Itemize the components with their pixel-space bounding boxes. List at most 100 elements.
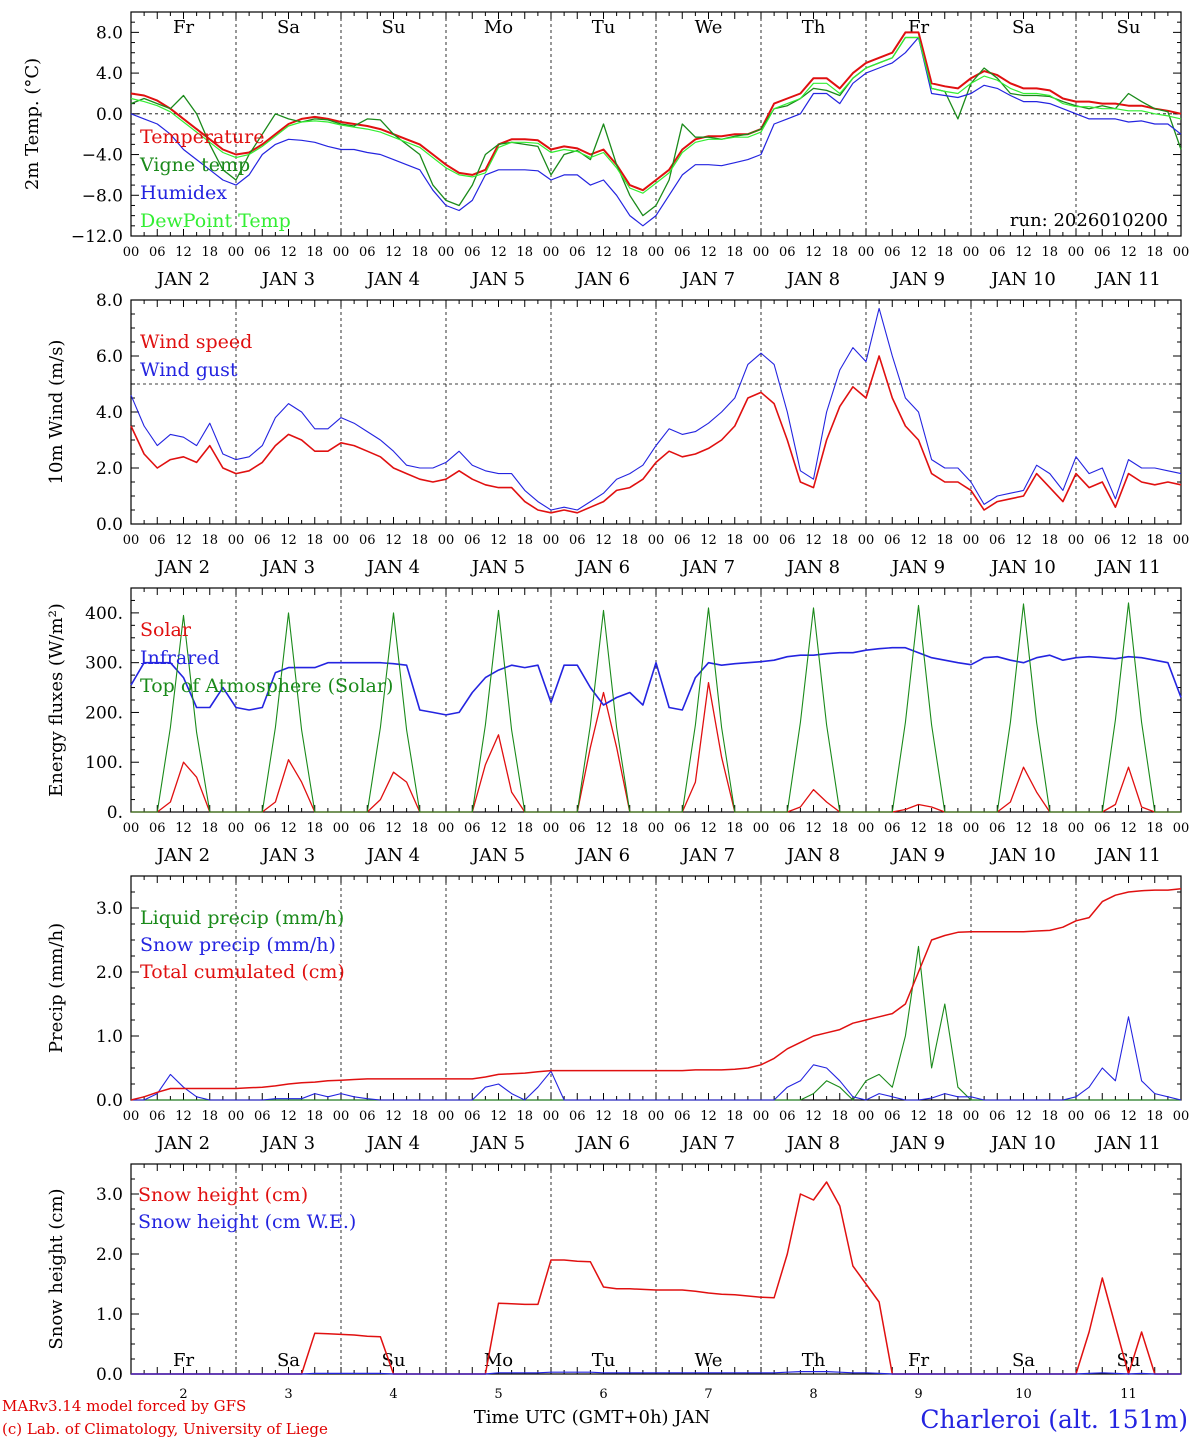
hour-label: 18 [726,245,743,260]
hour-label: 00 [1068,533,1085,548]
hour-label: 00 [753,821,770,836]
hour-label: 00 [1068,821,1085,836]
series-line-snow-precip-mm-h- [131,1016,1182,1101]
time-axis-title: Time UTC (GMT+0h) JAN [474,1407,711,1428]
hour-label: 00 [438,533,455,548]
panel-wind: 0.0 2.0 4.0 6.0 8.0 10m Wind (m/s) 00 06 12 18 00 0… [46,291,1189,578]
date-label: JAN 10 [989,557,1056,578]
hour-label: 18 [1041,533,1058,548]
hour-label: 12 [700,821,717,836]
hour-label: 00 [333,245,350,260]
hour-label: 18 [936,1109,953,1124]
date-label: JAN 2 [155,269,210,290]
bottom-date-label: 10 [1015,1387,1032,1402]
date-label: JAN 6 [575,1133,630,1154]
series-line-dewpoint-temp [130,36,1182,194]
legend-entry: Top of Atmosphere (Solar) [140,675,393,697]
hour-label: 12 [490,245,507,260]
hour-label: 06 [1094,533,1111,548]
hour-label: 12 [910,821,927,836]
hour-label: 18 [621,533,638,548]
y-axis-title: Snow height (cm) [46,1188,67,1349]
hour-label: 12 [280,533,297,548]
hour-label: 00 [543,245,560,260]
legend-entry: Snow precip (mm/h) [140,934,336,956]
y-axis-title: 2m Temp. (°C) [22,58,43,190]
hour-label: 06 [884,533,901,548]
legend-entry: Total cumulated (cm) [140,961,345,983]
hour-label: 12 [385,821,402,836]
date-label: JAN 10 [989,845,1056,866]
hour-label: 12 [175,1109,192,1124]
hour-label: 12 [1120,821,1137,836]
hour-label: 06 [674,1109,691,1124]
hour-label: 18 [936,245,953,260]
date-label: JAN 9 [890,557,945,578]
hour-label: 00 [753,1109,770,1124]
hour-label: 00 [333,821,350,836]
hour-label: 18 [936,533,953,548]
weekday-label: Tu [592,1350,616,1371]
hour-label: 12 [1120,533,1137,548]
footer: MARv3.14 model forced by GFS (c) Lab. of… [2,1397,1188,1438]
y-tick-label: 3.0 [96,1185,123,1205]
hour-label: 18 [411,245,428,260]
hour-label: 12 [490,821,507,836]
hour-label: 06 [254,821,271,836]
hour-label: 18 [201,1109,218,1124]
hour-label: 06 [254,1109,271,1124]
bottom-date-label: 2 [179,1387,187,1402]
hour-label: 00 [228,245,245,260]
hour-label: 18 [726,533,743,548]
date-label: JAN 9 [890,1133,945,1154]
weekday-label: Mo [484,1350,513,1371]
hour-label: 00 [123,821,140,836]
hour-label: 18 [306,245,323,260]
series-line-vigne-temp [130,36,1182,217]
hour-label: 00 [228,533,245,548]
hour-label: 18 [516,245,533,260]
hour-label: 12 [700,245,717,260]
hour-label: 18 [1146,533,1163,548]
hour-label: 12 [910,1109,927,1124]
hour-label: 18 [201,245,218,260]
hour-label: 18 [831,1109,848,1124]
legend-entry: Wind speed [140,331,252,353]
date-label: JAN 4 [365,845,420,866]
date-label: JAN 8 [785,557,840,578]
hour-label: 06 [989,821,1006,836]
hour-label: 06 [464,821,481,836]
y-tick-label: −8.0 [82,186,123,206]
credit-line-1: MARv3.14 model forced by GFS [2,1397,246,1415]
hour-label: 00 [333,533,350,548]
date-label: JAN 5 [470,269,525,290]
date-label: JAN 6 [575,557,630,578]
weekday-label: Su [382,1350,406,1371]
bottom-date-label: 4 [389,1387,397,1402]
y-tick-label: 0.0 [96,515,123,535]
hour-label: 06 [254,533,271,548]
hour-label: 06 [1094,1109,1111,1124]
hour-label: 12 [490,533,507,548]
weekday-label: Th [802,17,826,38]
hour-label: 00 [648,245,665,260]
hour-label: 18 [831,245,848,260]
panel-snow: 0.0 1.0 2.0 3.0 Snow height (cm) 2 3 4 5 6 7 8 9 10 11… [46,1163,1182,1402]
hour-label: 18 [621,821,638,836]
hour-label: 12 [805,821,822,836]
hour-label: 06 [569,821,586,836]
weekday-label: Sa [1012,17,1035,38]
date-label: JAN 2 [155,1133,210,1154]
hour-label: 18 [1041,821,1058,836]
hour-label: 18 [621,1109,638,1124]
hour-label: 18 [726,1109,743,1124]
run-label: run: 2026010200 [1010,210,1168,231]
date-label: JAN 2 [155,845,210,866]
hour-label: 06 [779,821,796,836]
bottom-date-label: 5 [494,1387,502,1402]
panel-energy: 0. 100. 200. 300. 400. Energy fluxes (W/m²) 00… [46,587,1189,866]
y-tick-label: 2.0 [96,459,123,479]
series-line-wind-speed [130,355,1182,514]
hour-label: 00 [1068,1109,1085,1124]
date-label: JAN 3 [260,269,315,290]
